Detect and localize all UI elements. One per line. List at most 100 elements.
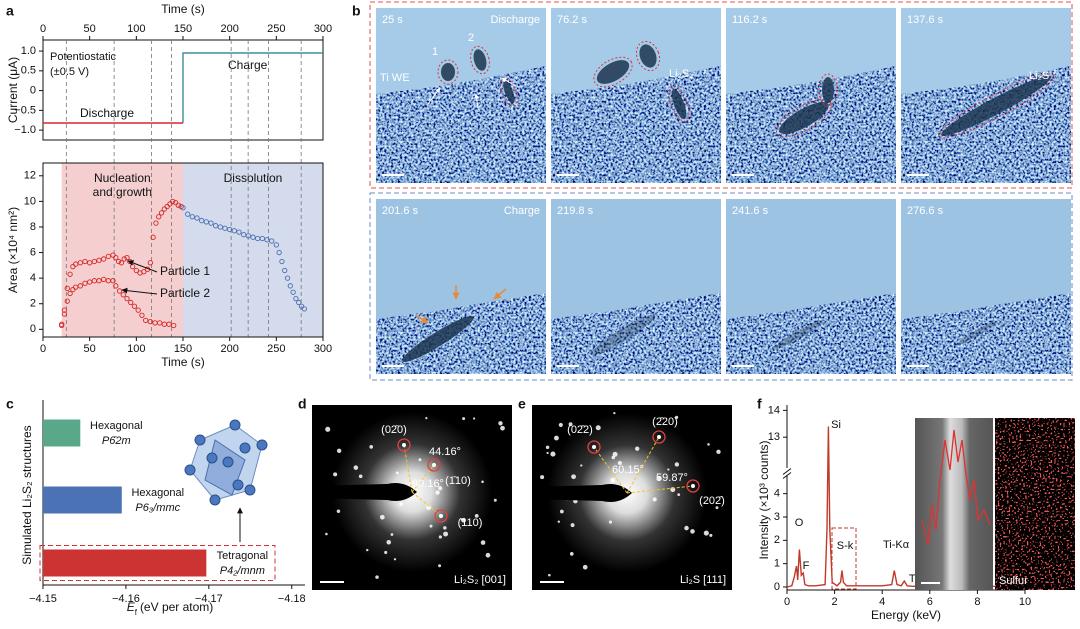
spot: [709, 533, 713, 537]
data-point: [73, 284, 79, 290]
data-point: [180, 205, 186, 211]
spot: [568, 422, 573, 427]
spot: [474, 513, 479, 518]
spot: [386, 540, 392, 545]
x-tick-label: 300: [314, 23, 332, 35]
spot: [652, 497, 657, 502]
symbol: E: [127, 600, 136, 614]
data-point: [61, 307, 68, 313]
zone-line: [626, 485, 694, 494]
particle: [639, 44, 657, 68]
particle: [822, 77, 834, 103]
x-axis-title: Time (s): [161, 2, 205, 16]
data-point: [217, 224, 223, 230]
data-point: [124, 295, 130, 302]
time-label: 116.2 s: [732, 14, 768, 26]
spot: [558, 422, 563, 427]
data-point: [113, 255, 119, 261]
x-tick-label: 50: [84, 343, 96, 355]
x-tick-label: 4: [879, 596, 885, 608]
data-point: [141, 269, 147, 275]
tem-image: 241.6 s: [726, 199, 896, 374]
spot: [559, 509, 564, 514]
spot-label: (2̄20): [652, 416, 678, 428]
particle: [671, 88, 687, 120]
y-axis-title: Intensity (×10³ counts): [757, 440, 771, 559]
data-point: [96, 257, 102, 263]
category-label: Hexagonal: [131, 487, 184, 499]
data-point: [269, 238, 275, 244]
data-point: [131, 303, 138, 309]
atom: [239, 442, 251, 454]
data-point: [282, 267, 288, 274]
subscript: f: [135, 608, 138, 617]
tem-image: 25 s Discharge 1 2 Ti WE: [376, 8, 546, 183]
y-tick-label: −1.0: [14, 124, 36, 136]
data-point: [77, 283, 83, 289]
spot: [582, 564, 588, 570]
data-point: [101, 256, 107, 262]
particle: [941, 76, 1051, 136]
data-point: [143, 317, 149, 324]
spot: [443, 526, 447, 530]
electrode-label: Ti WE: [380, 72, 410, 84]
mode-label: Discharge: [490, 14, 540, 26]
spot: [336, 509, 341, 514]
spot: [426, 504, 432, 510]
particle-outline: [775, 98, 833, 138]
data-point: [105, 253, 111, 260]
angle-label: 59.87°: [656, 472, 688, 484]
peak-label: Ti-Kα: [883, 539, 910, 551]
particle: [956, 320, 998, 346]
angle-label: 44.16°: [429, 446, 461, 458]
spot: [485, 552, 491, 558]
tem-image: 276.6 s: [901, 199, 1071, 374]
phase-label: Li₂S: [1029, 70, 1049, 82]
spot: [493, 498, 497, 502]
time-label: 25 s: [382, 14, 403, 26]
series-label: Charge: [228, 58, 268, 72]
eds-map: [995, 418, 1075, 590]
spot: [462, 417, 466, 421]
zone-line: [626, 436, 660, 494]
x-axis-title: Time (s): [161, 355, 205, 369]
series-label: Discharge: [80, 106, 134, 120]
panel-letter: c: [6, 396, 14, 412]
beam-stop: [532, 484, 632, 502]
spot: [667, 468, 670, 471]
annotation: Potentiostatic: [50, 51, 117, 63]
spot: [438, 564, 442, 568]
angle-label: 60.15°: [612, 464, 644, 476]
spot: [460, 518, 463, 521]
data-point: [77, 260, 83, 266]
spot: [473, 417, 476, 420]
bar: [43, 419, 81, 447]
spot: [610, 477, 616, 483]
y-tick-label: 4: [30, 272, 36, 284]
data-point: [170, 198, 176, 205]
data-point: [296, 299, 302, 306]
time-label: 76.2 s: [557, 14, 587, 26]
data-point: [82, 280, 88, 286]
beam-stop: [312, 483, 417, 501]
data-point: [290, 289, 296, 295]
spot: [571, 474, 576, 480]
spot: [438, 486, 443, 491]
arrow: [415, 314, 429, 324]
spot: [540, 475, 545, 480]
x-tick-label: −4.18: [278, 593, 306, 605]
arrow: [127, 260, 158, 273]
panel-letter: b: [352, 3, 361, 19]
spot: [425, 417, 428, 420]
data-point: [222, 225, 228, 231]
particle: [596, 60, 630, 84]
region: [61, 163, 183, 337]
spot: [353, 465, 359, 470]
series-label: Particle 1: [160, 264, 210, 278]
atom: [256, 439, 268, 451]
data-point: [156, 214, 162, 220]
spot-label: (202̄): [699, 495, 725, 507]
data-point: [203, 219, 209, 225]
data-point: [87, 260, 93, 266]
y-axis-title: Simulated Li₂S₂ structures: [20, 425, 34, 564]
